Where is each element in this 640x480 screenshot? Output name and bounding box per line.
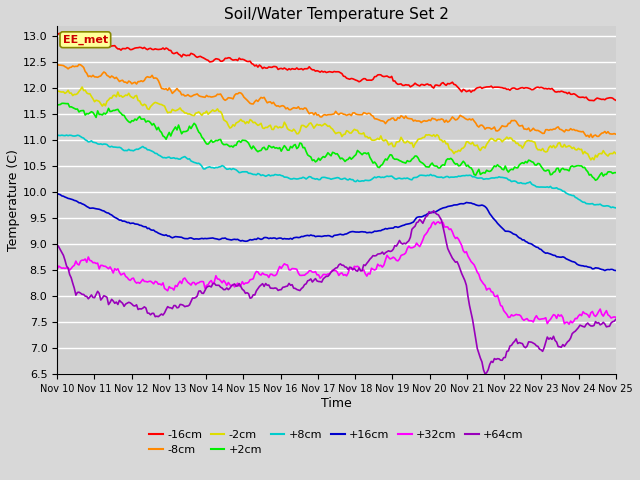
+2cm [591,177,599,183]
+2cm [582,167,590,173]
-16cm [53,32,61,37]
-8cm [298,106,305,111]
-16cm [590,98,598,104]
-8cm [220,96,227,102]
X-axis label: Time: Time [321,397,352,410]
+64cm [122,301,129,307]
+32cm [565,322,573,327]
Line: +64cm: +64cm [57,211,616,374]
+16cm [239,238,246,243]
+8cm [220,164,227,169]
-2cm [53,88,61,94]
+2cm [612,170,620,176]
+8cm [248,171,255,177]
+32cm [239,279,246,285]
Legend: -16cm, -8cm, -2cm, +2cm, +8cm, +16cm, +32cm, +64cm: -16cm, -8cm, -2cm, +2cm, +8cm, +16cm, +3… [145,425,528,460]
+16cm [601,268,609,274]
+8cm [239,169,246,175]
Title: Soil/Water Temperature Set 2: Soil/Water Temperature Set 2 [224,7,449,22]
Line: -16cm: -16cm [57,33,616,101]
-8cm [589,134,596,140]
+32cm [53,266,61,272]
+64cm [248,295,255,300]
-16cm [240,57,248,62]
+64cm [239,287,246,292]
+2cm [53,102,61,108]
-8cm [248,101,255,107]
+2cm [299,145,307,151]
+64cm [612,316,620,322]
-16cm [56,30,64,36]
+32cm [220,277,227,283]
-2cm [250,120,257,126]
-16cm [221,55,229,61]
-2cm [221,118,229,124]
+64cm [430,208,438,214]
-16cm [124,45,131,50]
+16cm [220,236,227,241]
+2cm [240,137,248,143]
+2cm [221,142,229,147]
-8cm [612,132,620,137]
-2cm [587,157,595,163]
Line: +8cm: +8cm [57,135,616,208]
Line: +16cm: +16cm [57,193,616,271]
Y-axis label: Temperature (C): Temperature (C) [7,149,20,251]
+32cm [122,274,129,279]
+16cm [122,219,129,225]
+32cm [612,314,620,320]
-16cm [582,94,590,100]
+16cm [298,234,305,240]
+8cm [122,147,129,153]
-8cm [580,131,588,137]
-16cm [612,97,620,103]
+32cm [248,276,255,282]
+64cm [220,287,227,292]
-2cm [124,93,131,98]
Line: -2cm: -2cm [57,87,616,160]
+32cm [584,312,591,318]
-8cm [122,79,129,85]
+16cm [580,264,588,269]
+2cm [250,143,257,149]
-2cm [299,122,307,128]
-2cm [612,151,620,156]
+8cm [612,205,620,211]
+64cm [584,320,591,326]
Line: +2cm: +2cm [57,103,616,180]
+8cm [53,132,61,138]
-8cm [53,61,61,67]
+8cm [580,199,588,205]
+16cm [248,237,255,243]
-2cm [582,150,590,156]
+64cm [53,242,61,248]
-16cm [250,61,257,67]
+8cm [298,175,305,181]
+16cm [53,191,61,196]
-2cm [240,119,248,124]
-16cm [299,67,307,72]
+64cm [298,286,305,291]
+16cm [612,268,620,274]
Text: EE_met: EE_met [63,35,108,45]
+32cm [298,273,305,278]
-8cm [239,92,246,97]
+2cm [124,118,131,123]
+64cm [481,371,489,377]
+2cm [60,100,67,106]
-2cm [78,84,86,90]
+32cm [435,219,442,225]
Line: +32cm: +32cm [57,222,616,324]
Line: -8cm: -8cm [57,64,616,137]
